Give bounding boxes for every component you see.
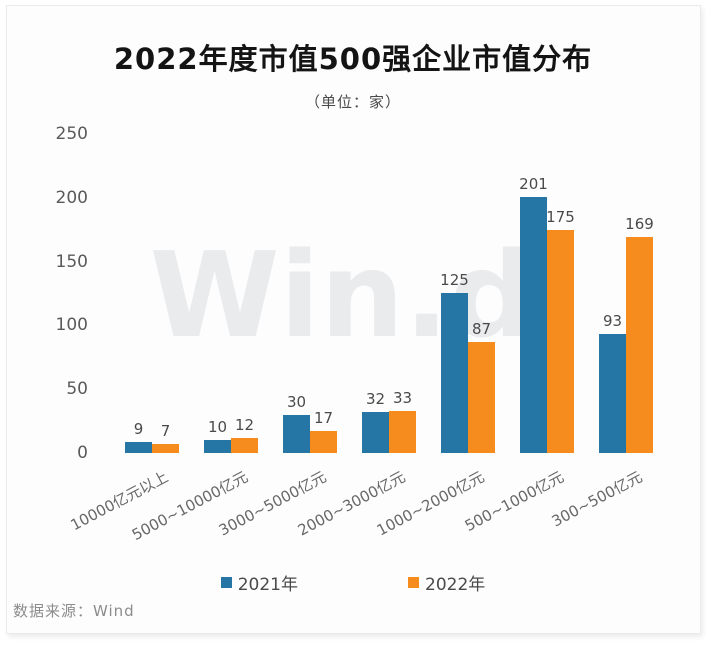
legend-label: 2021年 [237,575,298,595]
bar-value-label: 87 [471,320,492,338]
bar-2022年-2000~3000亿元 [389,411,416,453]
y-axis-tick-label: 100 [55,315,88,336]
data-source-label: 数据来源：Wind [13,602,135,620]
y-axis-tick-label: 150 [55,251,88,272]
bar-2022年-1000~2000亿元 [468,342,495,453]
bar-value-label: 10 [207,418,228,436]
y-axis-tick-label: 0 [77,443,88,463]
bar-value-label: 201 [519,175,548,193]
bar-2021年-10000亿元以上 [125,442,152,453]
bar-value-label: 9 [133,420,144,438]
bar-value-label: 30 [286,393,307,411]
chart-title: 2022年度市值500强企业市值分布 [113,42,593,76]
bar-2022年-3000~5000亿元 [310,431,337,453]
legend-label: 2022年 [425,575,486,595]
legend-item-2022年: 2022年 [408,570,485,595]
legend-swatch-icon [408,577,419,588]
bar-value-label: 169 [625,215,654,233]
bar-2022年-10000亿元以上 [152,444,179,453]
bar-2021年-3000~5000亿元 [283,415,310,453]
y-axis-tick-label: 250 [55,124,88,144]
chart-unit-label: （单位：家） [304,93,401,111]
legend-swatch-icon [220,577,232,588]
bar-2022年-5000~10000亿元 [231,438,258,453]
y-axis-tick-label: 200 [55,187,88,208]
bar-value-label: 125 [440,271,469,289]
bar-2021年-5000~10000亿元 [204,440,231,453]
legend-item-2021年: 2021年 [220,570,298,595]
bar-2021年-500~1000亿元 [520,197,547,453]
bar-2021年-2000~3000亿元 [362,412,389,453]
bar-value-label: 17 [313,409,334,427]
bar-value-label: 93 [602,312,623,330]
bar-value-label: 33 [392,389,413,407]
bar-2021年-300~500亿元 [599,334,626,453]
wind-watermark: Win.d [149,226,534,364]
chart-card [6,5,701,634]
bar-value-label: 175 [546,208,575,226]
chart-legend: 2021年 2022年 [0,570,706,595]
bar-value-label: 7 [160,422,171,440]
bar-2021年-1000~2000亿元 [441,293,468,453]
bar-2022年-300~500亿元 [626,237,653,453]
y-axis-tick-label: 50 [66,379,88,400]
bar-value-label: 12 [234,416,255,434]
bar-value-label: 32 [365,390,386,408]
bar-2022年-500~1000亿元 [547,230,574,453]
